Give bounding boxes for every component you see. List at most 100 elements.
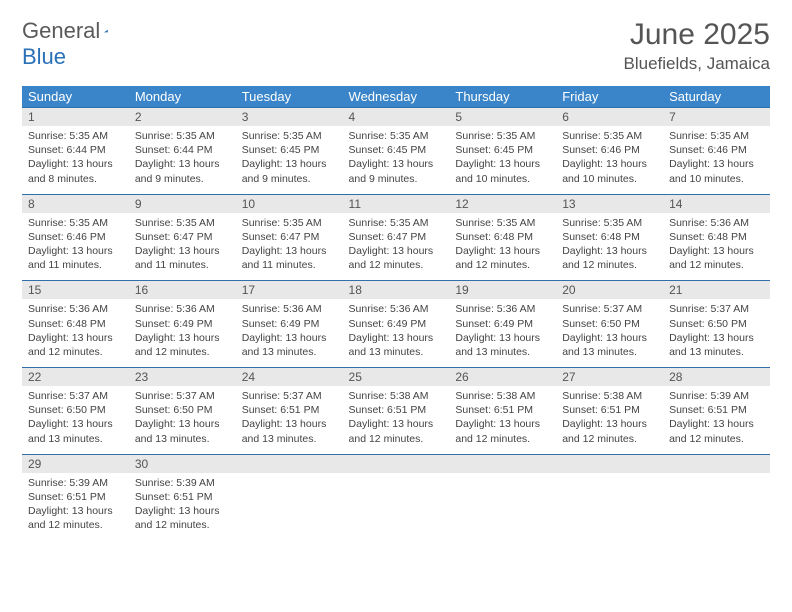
day-number-row: 15161718192021	[22, 281, 770, 300]
sunset-line: Sunset: 6:49 PM	[349, 317, 444, 331]
day-number: 15	[22, 281, 129, 300]
daylight-line: Daylight: 13 hours and 11 minutes.	[242, 244, 337, 272]
day-number: 27	[556, 368, 663, 387]
day-details: Sunrise: 5:36 AMSunset: 6:49 PMDaylight:…	[343, 299, 450, 367]
day-details: Sunrise: 5:35 AMSunset: 6:44 PMDaylight:…	[22, 126, 129, 194]
sunset-line: Sunset: 6:46 PM	[669, 143, 764, 157]
sunset-line: Sunset: 6:50 PM	[28, 403, 123, 417]
day-number: 25	[343, 368, 450, 387]
day-details: Sunrise: 5:37 AMSunset: 6:50 PMDaylight:…	[129, 386, 236, 454]
brand-word-1: General	[22, 18, 100, 44]
day-details: Sunrise: 5:39 AMSunset: 6:51 PMDaylight:…	[663, 386, 770, 454]
location: Bluefields, Jamaica	[624, 54, 770, 74]
daylight-line: Daylight: 13 hours and 13 minutes.	[242, 417, 337, 445]
day-number: 11	[343, 194, 450, 213]
weekday-header: Friday	[556, 86, 663, 108]
sunrise-line: Sunrise: 5:39 AM	[135, 476, 230, 490]
sunrise-line: Sunrise: 5:35 AM	[562, 216, 657, 230]
sunset-line: Sunset: 6:49 PM	[455, 317, 550, 331]
brand-logo: General	[22, 18, 128, 44]
sunset-line: Sunset: 6:49 PM	[135, 317, 230, 331]
daylight-line: Daylight: 13 hours and 12 minutes.	[28, 504, 123, 532]
calendar-table: Sunday Monday Tuesday Wednesday Thursday…	[22, 86, 770, 540]
day-number: 2	[129, 108, 236, 127]
daylight-line: Daylight: 13 hours and 12 minutes.	[349, 417, 444, 445]
daylight-line: Daylight: 13 hours and 10 minutes.	[669, 157, 764, 185]
sunset-line: Sunset: 6:48 PM	[28, 317, 123, 331]
daylight-line: Daylight: 13 hours and 10 minutes.	[455, 157, 550, 185]
daylight-line: Daylight: 13 hours and 13 minutes.	[135, 417, 230, 445]
daylight-line: Daylight: 13 hours and 13 minutes.	[28, 417, 123, 445]
day-details: Sunrise: 5:35 AMSunset: 6:48 PMDaylight:…	[556, 213, 663, 281]
daylight-line: Daylight: 13 hours and 12 minutes.	[135, 331, 230, 359]
sunrise-line: Sunrise: 5:37 AM	[562, 302, 657, 316]
day-details: Sunrise: 5:35 AMSunset: 6:46 PMDaylight:…	[663, 126, 770, 194]
brand-word-2: Blue	[22, 44, 66, 70]
weekday-header: Saturday	[663, 86, 770, 108]
day-number: 16	[129, 281, 236, 300]
daylight-line: Daylight: 13 hours and 8 minutes.	[28, 157, 123, 185]
sunrise-line: Sunrise: 5:36 AM	[349, 302, 444, 316]
weekday-header: Sunday	[22, 86, 129, 108]
day-details: Sunrise: 5:35 AMSunset: 6:45 PMDaylight:…	[343, 126, 450, 194]
day-body-row: Sunrise: 5:36 AM Sunset: 6:48 PM Daylight:…	[22, 299, 770, 367]
day-number: 14	[663, 194, 770, 213]
day-details	[236, 473, 343, 541]
daylight-line: Daylight: 13 hours and 12 minutes.	[135, 504, 230, 532]
sunset-line: Sunset: 6:44 PM	[28, 143, 123, 157]
daylight-line: Daylight: 13 hours and 12 minutes.	[562, 244, 657, 272]
sunset-line: Sunset: 6:47 PM	[349, 230, 444, 244]
sunset-line: Sunset: 6:51 PM	[455, 403, 550, 417]
day-number: 24	[236, 368, 343, 387]
sunrise-line: Sunrise: 5:35 AM	[349, 129, 444, 143]
day-details: Sunrise: 5:35 AMSunset: 6:47 PMDaylight:…	[129, 213, 236, 281]
sunrise-line: Sunrise: 5:37 AM	[242, 389, 337, 403]
sunrise-line: Sunrise: 5:35 AM	[242, 129, 337, 143]
daylight-line: Daylight: 13 hours and 9 minutes.	[135, 157, 230, 185]
sunset-line: Sunset: 6:45 PM	[242, 143, 337, 157]
sunset-line: Sunset: 6:51 PM	[28, 490, 123, 504]
day-details: Sunrise: 5:38 AMSunset: 6:51 PMDaylight:…	[449, 386, 556, 454]
sunset-line: Sunset: 6:45 PM	[455, 143, 550, 157]
day-number: 10	[236, 194, 343, 213]
daylight-line: Daylight: 13 hours and 12 minutes.	[455, 244, 550, 272]
day-number: 4	[343, 108, 450, 127]
sunrise-line: Sunrise: 5:35 AM	[455, 129, 550, 143]
header: General June 2025 Bluefields, Jamaica	[22, 18, 770, 74]
sunrise-line: Sunrise: 5:37 AM	[135, 389, 230, 403]
day-details: Sunrise: 5:36 AMSunset: 6:48 PMDaylight:…	[663, 213, 770, 281]
sunrise-line: Sunrise: 5:38 AM	[455, 389, 550, 403]
sunset-line: Sunset: 6:44 PM	[135, 143, 230, 157]
sunrise-line: Sunrise: 5:37 AM	[669, 302, 764, 316]
weekday-header: Tuesday	[236, 86, 343, 108]
day-body-row: Sunrise: 5:39 AMSunset: 6:51 PMDaylight:…	[22, 473, 770, 541]
day-details: Sunrise: 5:39 AMSunset: 6:51 PMDaylight:…	[129, 473, 236, 541]
sunset-line: Sunset: 6:47 PM	[242, 230, 337, 244]
day-details: Sunrise: 5:37 AMSunset: 6:51 PMDaylight:…	[236, 386, 343, 454]
daylight-line: Daylight: 13 hours and 10 minutes.	[562, 157, 657, 185]
day-number: 6	[556, 108, 663, 127]
sunrise-line: Sunrise: 5:36 AM	[135, 302, 230, 316]
brand-triangle-icon	[104, 23, 108, 39]
daylight-line: Daylight: 13 hours and 11 minutes.	[135, 244, 230, 272]
sunrise-line: Sunrise: 5:35 AM	[135, 129, 230, 143]
day-number: 18	[343, 281, 450, 300]
sunset-line: Sunset: 6:48 PM	[669, 230, 764, 244]
sunset-line: Sunset: 6:51 PM	[562, 403, 657, 417]
day-number: 28	[663, 368, 770, 387]
day-number-row: 891011121314	[22, 194, 770, 213]
daylight-line: Daylight: 13 hours and 13 minutes.	[455, 331, 550, 359]
sunrise-line: Sunrise: 5:35 AM	[455, 216, 550, 230]
day-number	[663, 454, 770, 473]
sunset-line: Sunset: 6:47 PM	[135, 230, 230, 244]
sunrise-line: Sunrise: 5:35 AM	[242, 216, 337, 230]
weekday-header: Thursday	[449, 86, 556, 108]
daylight-line: Daylight: 13 hours and 13 minutes.	[669, 331, 764, 359]
day-details: Sunrise: 5:35 AMSunset: 6:45 PMDaylight:…	[449, 126, 556, 194]
day-details	[556, 473, 663, 541]
day-number	[343, 454, 450, 473]
sunrise-line: Sunrise: 5:35 AM	[135, 216, 230, 230]
day-number	[556, 454, 663, 473]
day-details: Sunrise: 5:39 AMSunset: 6:51 PMDaylight:…	[22, 473, 129, 541]
daylight-line: Daylight: 13 hours and 9 minutes.	[242, 157, 337, 185]
